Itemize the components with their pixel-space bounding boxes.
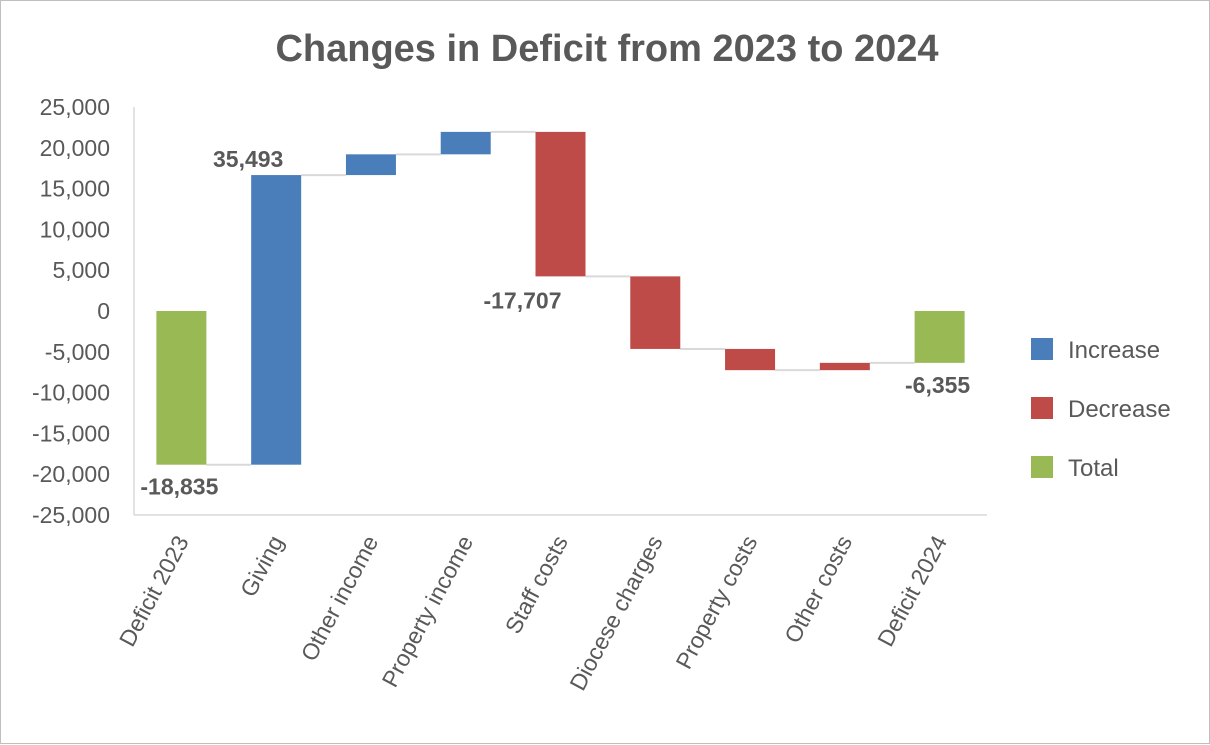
legend: Increase Decrease Total: [1031, 337, 1171, 482]
bar-decrease: [630, 276, 681, 349]
legend-swatch-total: [1031, 456, 1053, 478]
legend-label: Total: [1068, 455, 1119, 482]
data-label: 35,493: [213, 146, 283, 172]
y-tick-label: -20,000: [32, 461, 110, 487]
x-tick-label: Other income: [296, 531, 384, 665]
y-tick-label: -25,000: [32, 502, 110, 528]
bar-increase: [345, 154, 396, 176]
bar-total: [156, 311, 207, 465]
bar-decrease: [725, 348, 776, 371]
connector-lines: [206, 130, 915, 466]
y-tick-label: -15,000: [32, 420, 110, 446]
x-tick-label: Property costs: [671, 531, 763, 673]
y-tick-label: 5,000: [52, 257, 110, 283]
y-tick-label: 15,000: [40, 176, 110, 202]
x-tick-label: Other costs: [779, 531, 857, 647]
data-labels-group: -18,835 35,493 -17,707 -6,355: [140, 146, 970, 500]
y-tick-label: 0: [97, 298, 110, 324]
x-tick-label: Diocese charges: [564, 531, 667, 694]
x-tick-label: Deficit 2023: [114, 531, 194, 650]
bar-decrease: [535, 131, 586, 277]
chart-title: Changes in Deficit from 2023 to 2024: [275, 28, 938, 70]
y-tick-label: 25,000: [40, 94, 110, 120]
data-label: -17,707: [483, 287, 561, 313]
bar-increase: [251, 175, 302, 465]
legend-label: Increase: [1068, 337, 1160, 364]
legend-label: Decrease: [1068, 396, 1171, 423]
x-tick-label: Property income: [377, 531, 479, 691]
bar-increase: [440, 131, 491, 155]
bars-group: [156, 131, 965, 465]
data-label: -6,355: [905, 372, 970, 398]
x-tick-label: Deficit 2024: [872, 531, 952, 651]
y-tick-label: -5,000: [45, 339, 110, 365]
y-tick-label: 10,000: [40, 216, 110, 242]
x-tick-label: Staff costs: [500, 531, 573, 638]
bar-decrease: [819, 362, 870, 371]
bar-total: [914, 311, 965, 363]
legend-swatch-decrease: [1031, 397, 1053, 419]
y-tick-label: -10,000: [32, 380, 110, 406]
y-tick-label: 20,000: [40, 135, 110, 161]
data-label: -18,835: [140, 474, 218, 500]
legend-swatch-increase: [1031, 338, 1053, 360]
x-tick-label: Giving: [235, 531, 289, 601]
